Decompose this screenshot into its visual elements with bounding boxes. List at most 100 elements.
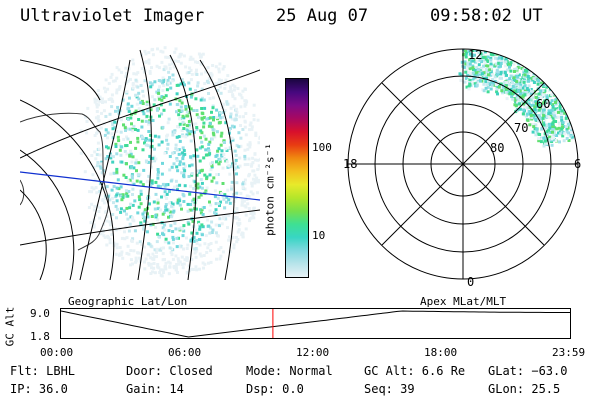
speckle-pixel: [560, 112, 563, 116]
speckle-pixel: [210, 137, 214, 141]
speckle-pixel: [158, 271, 162, 274]
speckle-pixel: [166, 121, 170, 125]
speckle-pixel: [458, 72, 462, 76]
speckle-pixel: [548, 111, 552, 115]
speckle-pixel: [567, 139, 571, 142]
speckle-pixel: [572, 117, 576, 121]
speckle-pixel: [90, 202, 94, 206]
speckle-pixel: [171, 241, 175, 245]
speckle-pixel: [221, 182, 225, 185]
speckle-pixel: [105, 185, 109, 189]
speckle-pixel: [175, 92, 179, 96]
speckle-pixel: [114, 195, 118, 199]
speckle-pixel: [465, 85, 469, 89]
speckle-pixel: [141, 212, 145, 216]
speckle-pixel: [175, 110, 178, 114]
speckle-pixel: [177, 245, 181, 248]
colorbar-tick-10: 10: [312, 229, 326, 242]
speckle-pixel: [106, 136, 109, 140]
speckle-pixel: [218, 120, 222, 124]
speckle-pixel: [189, 203, 193, 206]
speckle-pixel: [216, 149, 220, 153]
speckle-pixel: [257, 178, 260, 182]
speckle-pixel: [232, 167, 236, 171]
x-tick-2359: 23:59: [552, 346, 586, 359]
speckle-pixel: [187, 222, 191, 226]
speckle-pixel: [513, 79, 516, 82]
speckle-pixel: [549, 114, 553, 118]
speckle-pixel: [115, 66, 119, 70]
speckle-pixel: [123, 209, 126, 213]
time-label: 09:58:02 UT: [430, 6, 543, 26]
speckle-pixel: [462, 44, 465, 47]
speckle-pixel: [114, 142, 118, 146]
speckle-pixel: [548, 80, 552, 84]
speckle-pixel: [164, 237, 168, 241]
speckle-pixel: [134, 259, 138, 263]
speckle-pixel: [569, 111, 573, 115]
speckle-pixel: [181, 134, 185, 138]
speckle-pixel: [545, 130, 549, 134]
speckle-pixel: [482, 82, 486, 86]
speckle-pixel: [165, 208, 169, 212]
speckle-pixel: [532, 81, 536, 84]
speckle-pixel: [185, 236, 188, 240]
speckle-pixel: [105, 215, 109, 219]
speckle-pixel: [133, 199, 137, 203]
speckle-pixel: [111, 79, 115, 83]
speckle-pixel: [534, 110, 537, 114]
speckle-pixel: [105, 145, 108, 149]
speckle-pixel: [149, 256, 153, 260]
speckle-pixel: [540, 111, 544, 115]
speckle-pixel: [554, 107, 558, 111]
speckle-pixel: [147, 122, 150, 126]
speckle-pixel: [139, 189, 143, 193]
speckle-pixel: [471, 49, 475, 52]
speckle-pixel: [136, 136, 140, 140]
speckle-pixel: [466, 61, 470, 65]
speckle-pixel: [480, 77, 484, 81]
speckle-pixel: [165, 192, 169, 196]
speckle-pixel: [94, 116, 98, 120]
speckle-pixel: [200, 181, 204, 185]
speckle-pixel: [531, 130, 535, 134]
speckle-pixel: [474, 49, 478, 52]
speckle-pixel: [235, 107, 239, 111]
speckle-pixel: [521, 99, 524, 103]
speckle-pixel: [183, 83, 186, 87]
speckle-pixel: [249, 190, 253, 194]
speckle-pixel: [259, 167, 260, 171]
speckle-pixel: [107, 236, 110, 240]
speckle-pixel: [175, 184, 179, 188]
speckle-pixel: [200, 233, 204, 237]
speckle-pixel: [238, 221, 242, 225]
speckle-pixel: [200, 140, 204, 144]
speckle-pixel: [482, 71, 486, 75]
speckle-pixel: [137, 118, 141, 121]
speckle-pixel: [207, 142, 211, 146]
speckle-pixel: [85, 131, 89, 135]
speckle-pixel: [148, 138, 152, 142]
speckle-pixel: [178, 99, 182, 103]
speckle-pixel: [485, 60, 489, 63]
speckle-pixel: [190, 93, 194, 97]
speckle-pixel: [158, 114, 161, 118]
speckle-pixel: [560, 118, 564, 122]
speckle-pixel: [256, 191, 259, 195]
speckle-pixel: [176, 169, 180, 173]
speckle-pixel: [163, 228, 167, 232]
speckle-pixel: [146, 160, 150, 164]
speckle-pixel: [173, 131, 177, 135]
speckle-pixel: [504, 60, 508, 64]
speckle-pixel: [161, 161, 164, 165]
speckle-pixel: [506, 63, 510, 67]
speckle-pixel: [566, 131, 570, 135]
speckle-pixel: [136, 128, 140, 132]
speckle-pixel: [98, 190, 102, 193]
speckle-pixel: [508, 62, 512, 66]
speckle-pixel: [527, 98, 531, 102]
mlt-label-6: 6: [574, 157, 581, 171]
speckle-pixel: [134, 161, 138, 165]
speckle-pixel: [233, 97, 237, 101]
speckle-pixel: [229, 115, 233, 119]
